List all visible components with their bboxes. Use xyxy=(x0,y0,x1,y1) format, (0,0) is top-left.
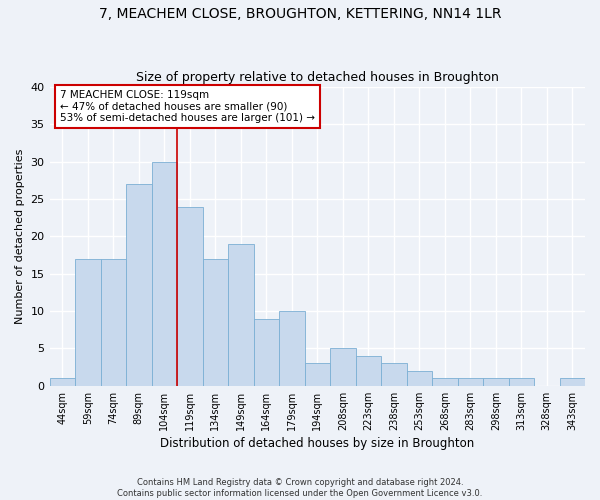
Bar xyxy=(432,378,458,386)
Text: 7, MEACHEM CLOSE, BROUGHTON, KETTERING, NN14 1LR: 7, MEACHEM CLOSE, BROUGHTON, KETTERING, … xyxy=(99,8,501,22)
Text: 7 MEACHEM CLOSE: 119sqm
← 47% of detached houses are smaller (90)
53% of semi-de: 7 MEACHEM CLOSE: 119sqm ← 47% of detache… xyxy=(60,90,315,123)
Bar xyxy=(177,206,203,386)
Bar xyxy=(509,378,534,386)
Bar xyxy=(203,259,228,386)
Bar xyxy=(356,356,381,386)
Bar xyxy=(458,378,483,386)
Y-axis label: Number of detached properties: Number of detached properties xyxy=(15,149,25,324)
Bar xyxy=(126,184,152,386)
Bar xyxy=(228,244,254,386)
Bar xyxy=(483,378,509,386)
Bar xyxy=(152,162,177,386)
X-axis label: Distribution of detached houses by size in Broughton: Distribution of detached houses by size … xyxy=(160,437,475,450)
Text: Contains HM Land Registry data © Crown copyright and database right 2024.
Contai: Contains HM Land Registry data © Crown c… xyxy=(118,478,482,498)
Bar xyxy=(560,378,585,386)
Bar xyxy=(305,364,330,386)
Bar xyxy=(279,311,305,386)
Bar xyxy=(254,318,279,386)
Bar xyxy=(330,348,356,386)
Bar xyxy=(75,259,101,386)
Bar xyxy=(101,259,126,386)
Title: Size of property relative to detached houses in Broughton: Size of property relative to detached ho… xyxy=(136,72,499,85)
Bar xyxy=(407,371,432,386)
Bar xyxy=(381,364,407,386)
Bar xyxy=(50,378,75,386)
